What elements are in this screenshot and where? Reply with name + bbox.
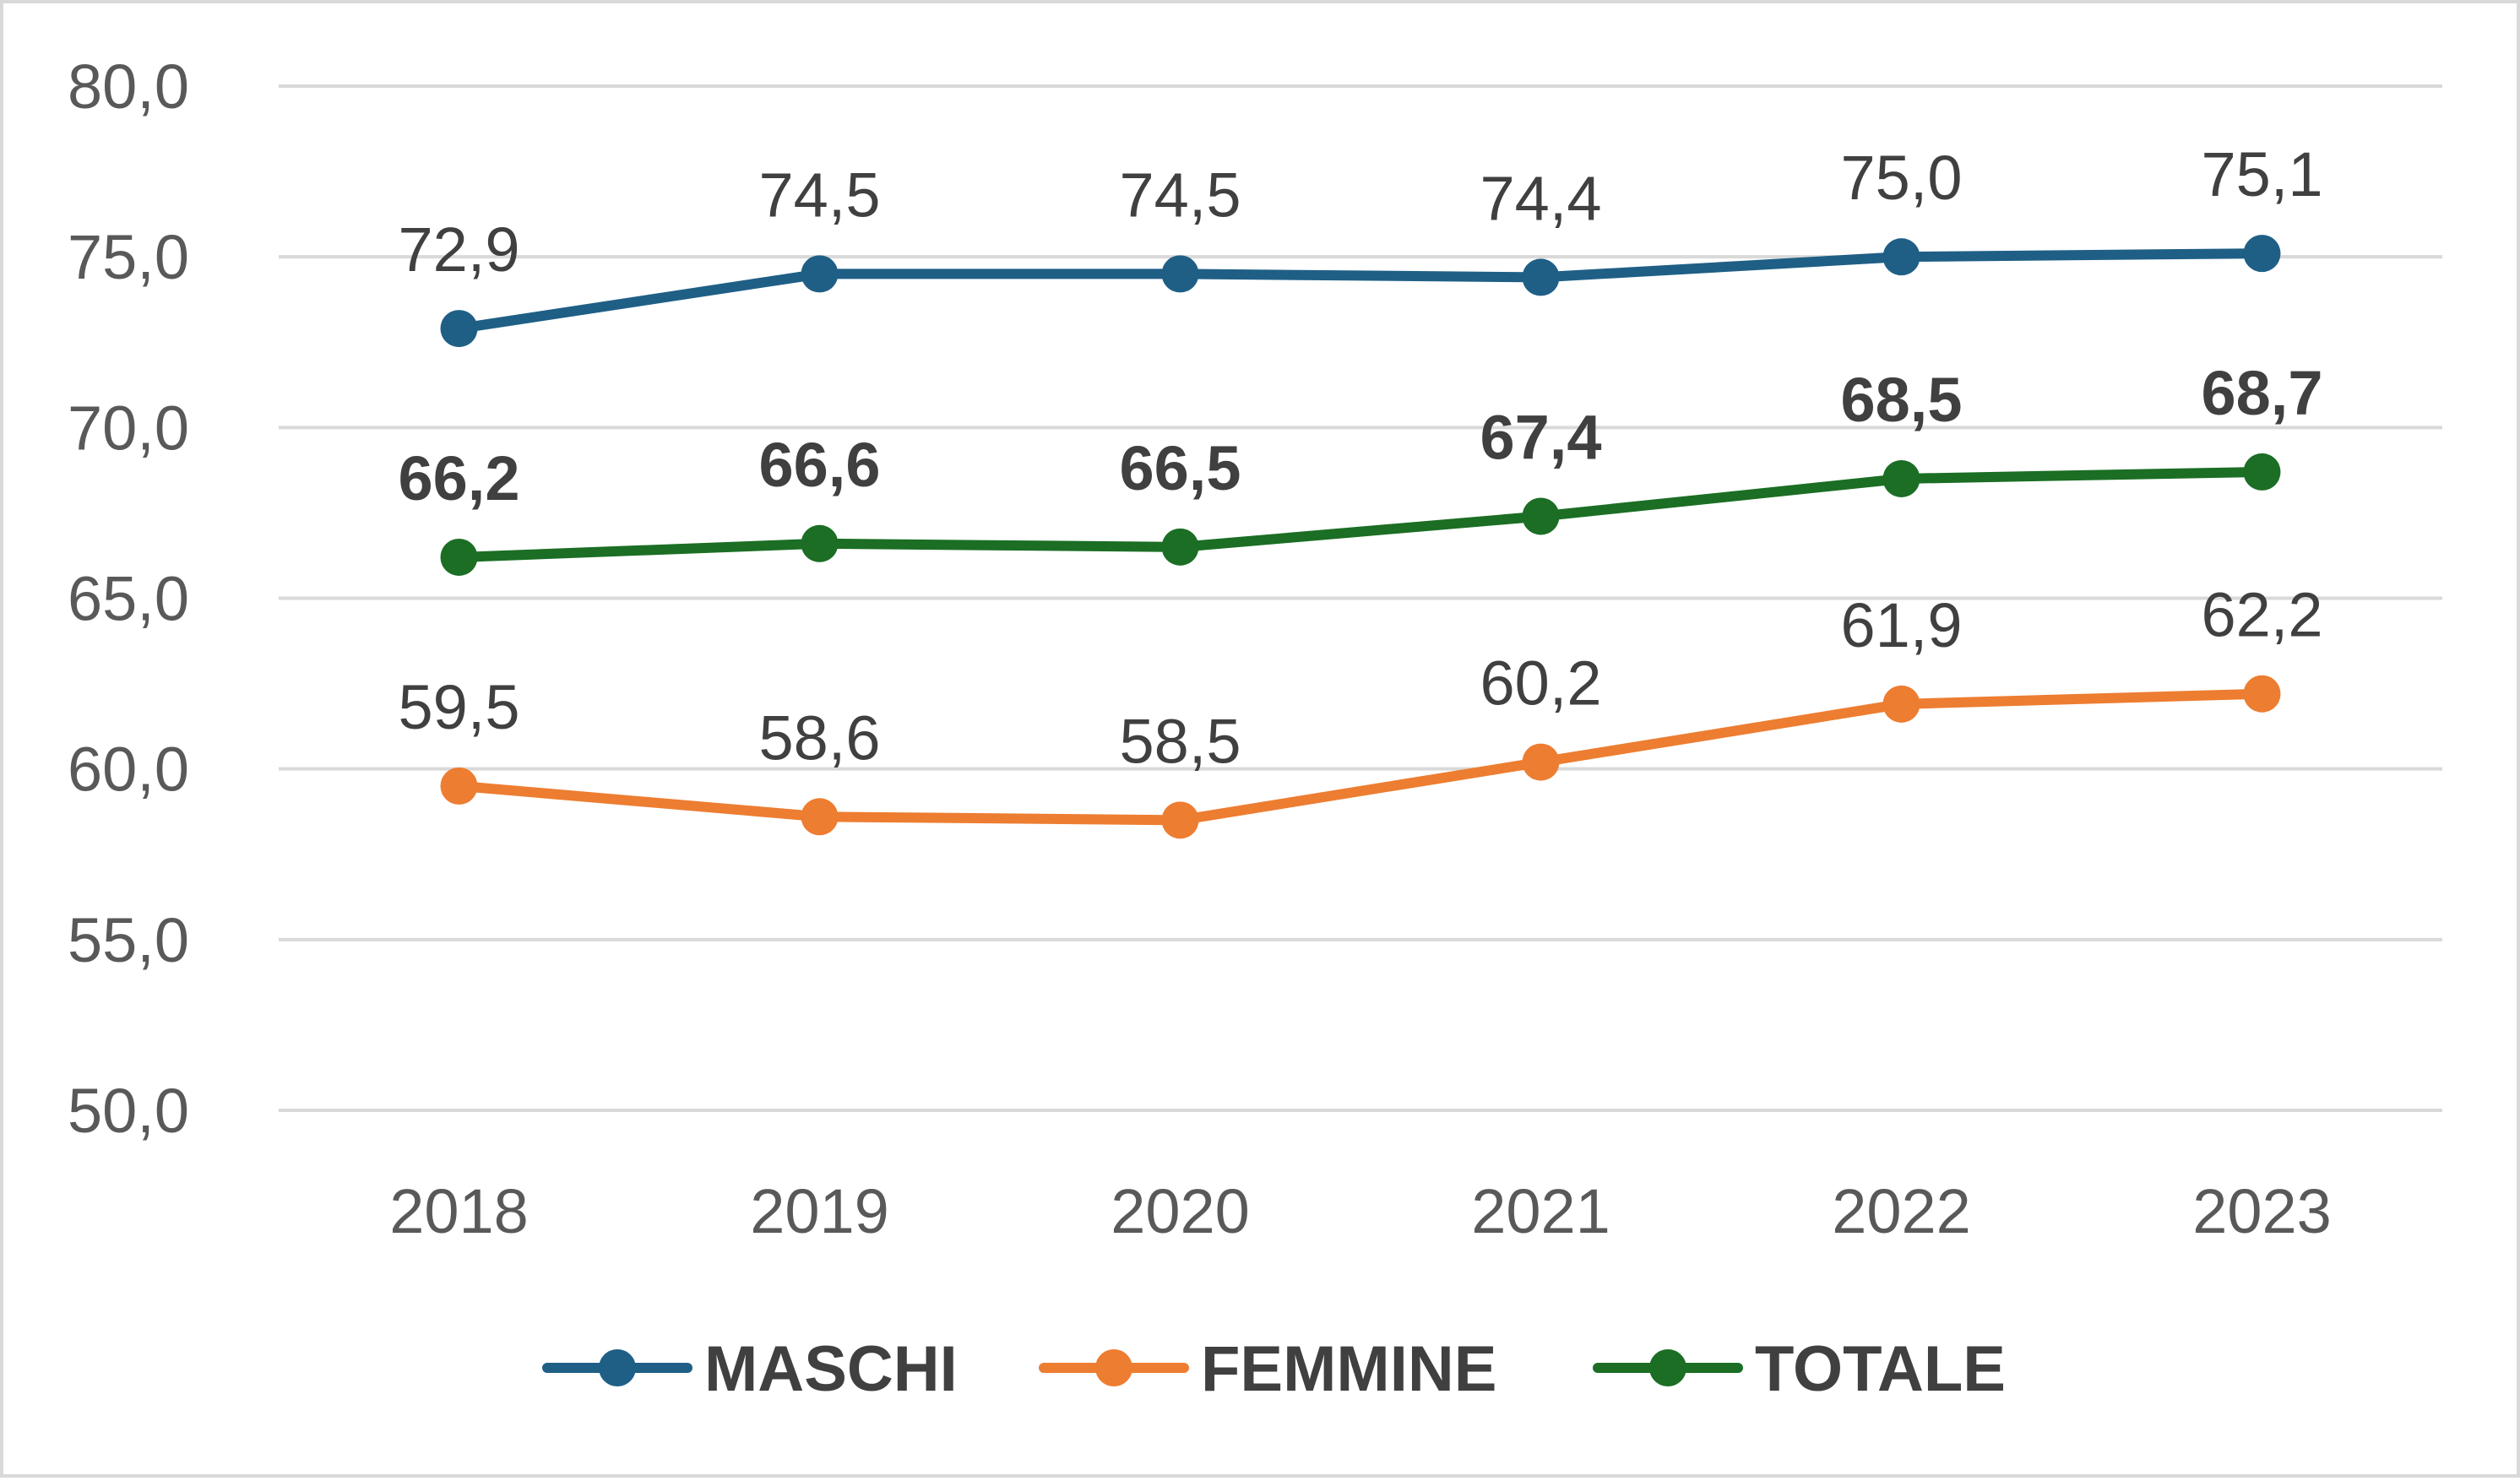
legend: MASCHI FEMMINE TOTALE — [542, 1333, 2006, 1405]
data-point — [2243, 675, 2281, 713]
x-tick-label: 2021 — [1471, 1176, 1610, 1246]
data-point — [801, 798, 839, 836]
data-label: 59,5 — [398, 672, 519, 742]
data-label: 75,0 — [1840, 143, 1962, 213]
y-tick-label: 60,0 — [68, 735, 189, 805]
data-point — [801, 255, 839, 293]
data-labels: 72,9 74,5 74,5 74,4 75,0 75,1 59,5 58,6 58,5 60,2… — [398, 139, 2322, 776]
gridlines — [279, 84, 2442, 1112]
data-label: 61,9 — [1840, 590, 1962, 660]
series-line-maschi — [453, 248, 2267, 334]
data-point — [1522, 497, 1560, 535]
x-tick-label: 2023 — [2192, 1176, 2332, 1246]
data-label: 68,7 — [2201, 358, 2322, 428]
y-tick-label: 75,0 — [68, 222, 189, 292]
data-point — [440, 310, 478, 348]
data-label: 66,6 — [758, 430, 880, 500]
y-tick-label: 70,0 — [68, 393, 189, 463]
data-point — [801, 524, 839, 562]
data-label: 72,9 — [398, 214, 519, 285]
data-point — [1522, 258, 1560, 296]
legend-marker — [599, 1349, 636, 1386]
data-label: 75,1 — [2201, 139, 2322, 209]
data-point — [1161, 801, 1199, 839]
data-label: 74,5 — [758, 160, 880, 230]
data-label: 74,5 — [1119, 160, 1241, 230]
data-label: 66,2 — [398, 443, 519, 513]
y-tick-label: 50,0 — [68, 1076, 189, 1146]
data-label: 60,2 — [1480, 648, 1601, 719]
legend-marker — [1095, 1349, 1132, 1386]
data-point — [1882, 685, 1920, 723]
legend-label: TOTALE — [1755, 1333, 2006, 1405]
x-axis-ticks: 2018 2019 2020 2021 2022 2023 — [389, 1176, 2332, 1246]
y-axis-ticks: 50,0 55,0 60,0 65,0 70,0 75,0 80,0 — [68, 52, 189, 1146]
x-tick-label: 2020 — [1111, 1176, 1250, 1246]
series-lines — [440, 235, 2281, 839]
data-point — [1522, 743, 1560, 781]
data-label: 58,5 — [1119, 706, 1241, 776]
data-point — [440, 538, 478, 576]
data-point — [1161, 255, 1199, 293]
line-chart: 50,0 55,0 60,0 65,0 70,0 75,0 80,0 2018 2019 202… — [68, 52, 2442, 1405]
data-label: 62,2 — [2201, 580, 2322, 650]
y-tick-label: 80,0 — [68, 52, 189, 122]
y-tick-label: 65,0 — [68, 564, 189, 634]
data-point — [1882, 459, 1920, 497]
data-label: 74,4 — [1480, 163, 1601, 233]
data-point — [2243, 453, 2281, 491]
y-tick-label: 55,0 — [68, 905, 189, 975]
data-label: 58,6 — [758, 703, 880, 773]
data-point — [440, 767, 478, 805]
data-label: 68,5 — [1840, 365, 1962, 435]
data-point — [1882, 238, 1920, 276]
x-tick-label: 2018 — [389, 1176, 529, 1246]
data-point — [1161, 528, 1199, 566]
legend-label: FEMMINE — [1201, 1333, 1496, 1405]
x-tick-label: 2019 — [750, 1176, 889, 1246]
legend-marker — [1649, 1349, 1686, 1386]
data-label: 66,5 — [1119, 433, 1241, 503]
legend-label: MASCHI — [704, 1333, 958, 1405]
data-label: 67,4 — [1480, 402, 1601, 472]
series-line-femmine — [453, 688, 2267, 826]
data-point — [2243, 235, 2281, 273]
series-line-totale — [453, 466, 2267, 562]
x-tick-label: 2022 — [1832, 1176, 1971, 1246]
